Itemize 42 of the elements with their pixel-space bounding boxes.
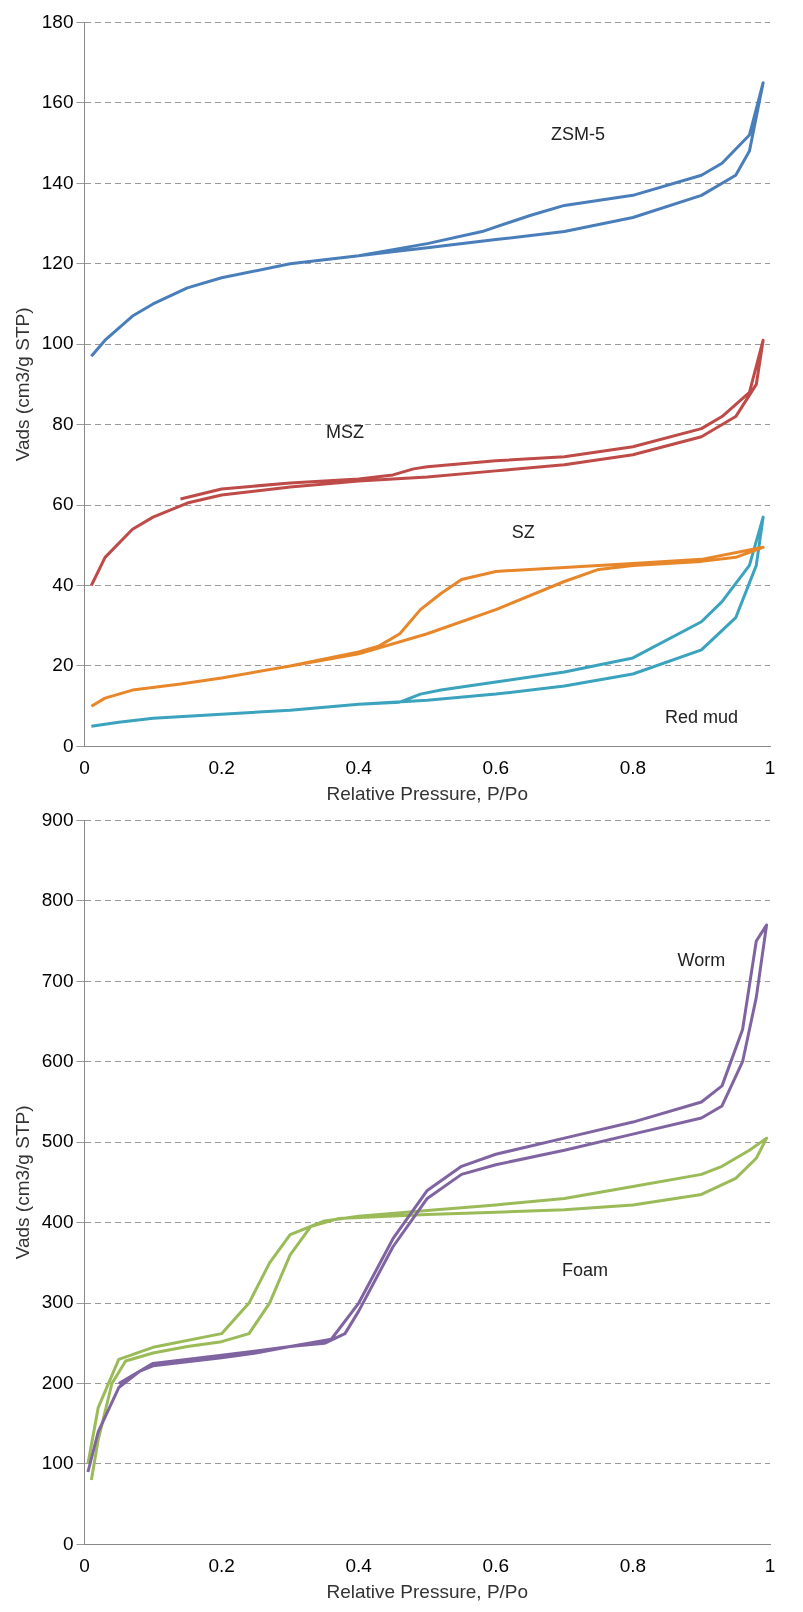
text: Foam (561, 1259, 608, 1280)
y-tick-label: 120 (41, 251, 74, 273)
y-tick-label: 100 (41, 332, 74, 354)
x-tick-label: 1 (764, 757, 776, 779)
y-tick-label: 400 (41, 1210, 74, 1232)
text: Red mud (664, 707, 738, 728)
y-tick-label: 40 (52, 573, 74, 595)
x-tick-label: 0.4 (345, 757, 373, 779)
y-tick-label: 800 (41, 889, 74, 911)
y-tick-label: 140 (41, 171, 74, 193)
x-tick-label: 1 (764, 1555, 776, 1577)
x-axis-title: Relative Pressure, P/Po (326, 1580, 529, 1602)
x-tick-label: 0.8 (619, 1555, 647, 1577)
text: ZSM-5 (551, 123, 606, 144)
x-tick-label: 0.8 (619, 757, 647, 779)
y-tick-label: 300 (41, 1291, 74, 1313)
y-tick-label: 20 (52, 654, 74, 676)
x-tick-label: 0.6 (482, 757, 510, 779)
y-tick-label: 500 (41, 1130, 74, 1152)
x-tick-label: 0.2 (208, 1555, 235, 1577)
text: MSZ (325, 421, 364, 442)
series-label: SZ (511, 522, 535, 543)
x-tick-label: 0 (79, 757, 90, 779)
y-axis-title: Vads (cm3/g STP) (11, 307, 33, 462)
y-tick-label: 600 (41, 1049, 74, 1071)
y-tick-label: 700 (41, 969, 74, 991)
x-axis-title: Relative Pressure, P/Po (326, 782, 529, 804)
y-tick-label: 0 (62, 734, 74, 756)
series-label: Worm (677, 950, 726, 971)
y-tick-label: 160 (41, 91, 74, 113)
x-tick-label: 0 (79, 1555, 90, 1577)
y-tick-label: 900 (41, 808, 74, 830)
y-tick-label: 0 (62, 1532, 74, 1554)
x-tick-label: 0.2 (208, 757, 235, 779)
y-tick-label: 100 (41, 1452, 74, 1474)
y-tick-label: 200 (41, 1371, 74, 1393)
y-tick-label: 180 (41, 10, 74, 32)
y-tick-label: 60 (52, 493, 74, 515)
y-axis-title: Vads (cm3/g STP) (11, 1105, 33, 1260)
y-tick-label: 80 (52, 412, 74, 434)
x-tick-label: 0.4 (345, 1555, 373, 1577)
x-tick-label: 0.6 (482, 1555, 510, 1577)
